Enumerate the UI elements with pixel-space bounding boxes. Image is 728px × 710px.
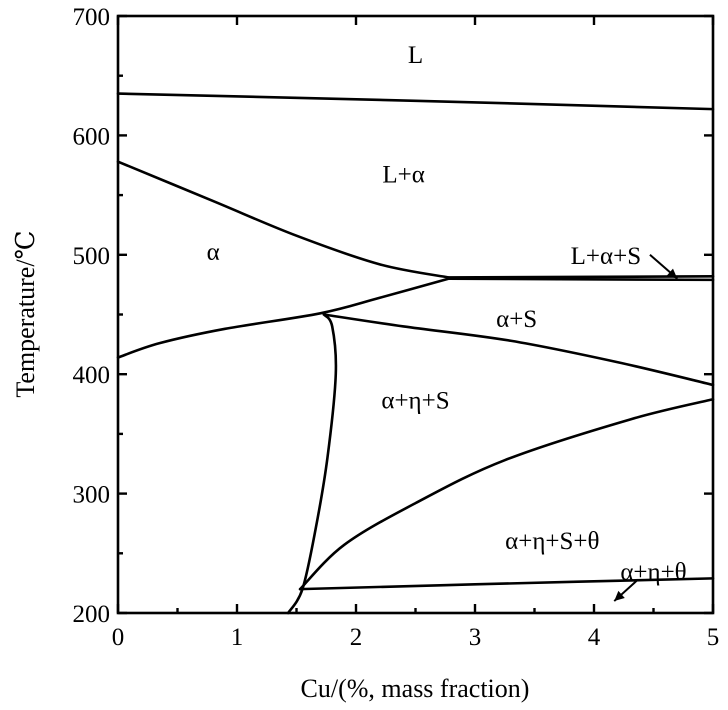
phase-boundaries (116, 92, 715, 615)
phase-label: α+S (496, 306, 537, 333)
boundary-theta-solvus (298, 397, 715, 591)
y-tick-label: 300 (73, 482, 111, 509)
boundary-lower-horizontal (298, 577, 715, 591)
label-arrows (613, 254, 678, 602)
arrow-head (614, 590, 625, 602)
x-tick-label: 0 (112, 624, 125, 651)
boundary-eutectic-lower (447, 277, 715, 282)
phase-label: L+α+S (571, 243, 641, 270)
phase-label: α+η+S+θ (505, 528, 599, 555)
x-tick-label: 5 (707, 624, 720, 651)
boundary-alpha-eta-boundary (286, 313, 338, 615)
y-tick-label: 400 (73, 362, 111, 389)
arrow-head (666, 268, 678, 279)
x-tick-label: 2 (350, 624, 363, 651)
phase-label: L+α (382, 162, 424, 189)
y-tick-label: 500 (73, 243, 111, 270)
y-tick-label: 600 (73, 123, 111, 150)
phase-label: L (408, 42, 423, 69)
x-tick-label: 4 (588, 624, 601, 651)
boundary-alpha-liquid-solvus (116, 160, 451, 279)
boundary-liquidus (116, 92, 715, 111)
plot-frame (116, 14, 715, 615)
y-tick-label: 200 (73, 601, 111, 628)
phase-region-labels: L L+α α L+α+S α+S α+η+S α+η+S+θ α+η+θ (207, 42, 687, 586)
y-axis-label: Temperature/℃ (11, 230, 40, 397)
boundary-eutectic-upper (447, 274, 715, 279)
x-tick-label: 3 (469, 624, 482, 651)
y-tick-label: 700 (73, 4, 111, 31)
phase-label: α+η+S (381, 387, 449, 414)
phase-label: α+η+θ (620, 559, 686, 586)
boundary-alpha-S-boundary (322, 313, 715, 387)
tick-labels: 0 1 2 3 4 5 200 300 400 500 600 700 (73, 4, 720, 651)
x-tick-label: 1 (231, 624, 244, 651)
boundary-alpha-solvus (116, 277, 451, 359)
x-axis-label: Cu/(%, mass fraction) (301, 674, 530, 703)
phase-label: α (207, 239, 220, 266)
